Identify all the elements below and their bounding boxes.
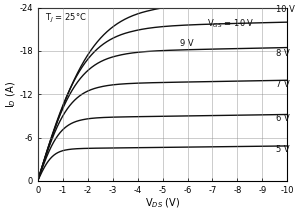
Text: V$_{GS}$ = 10 V: V$_{GS}$ = 10 V	[208, 17, 255, 30]
Y-axis label: I$_D$ (A): I$_D$ (A)	[4, 81, 18, 108]
Text: 7 V: 7 V	[276, 80, 290, 89]
X-axis label: V$_{DS}$ (V): V$_{DS}$ (V)	[145, 196, 180, 210]
Text: 6 V: 6 V	[276, 114, 290, 123]
Text: 10 V: 10 V	[276, 5, 295, 14]
Text: 8 V: 8 V	[276, 49, 290, 58]
Text: 5 V: 5 V	[276, 146, 290, 155]
Text: T$_J$ = 25°C: T$_J$ = 25°C	[45, 12, 87, 25]
Text: 9 V: 9 V	[180, 39, 194, 48]
